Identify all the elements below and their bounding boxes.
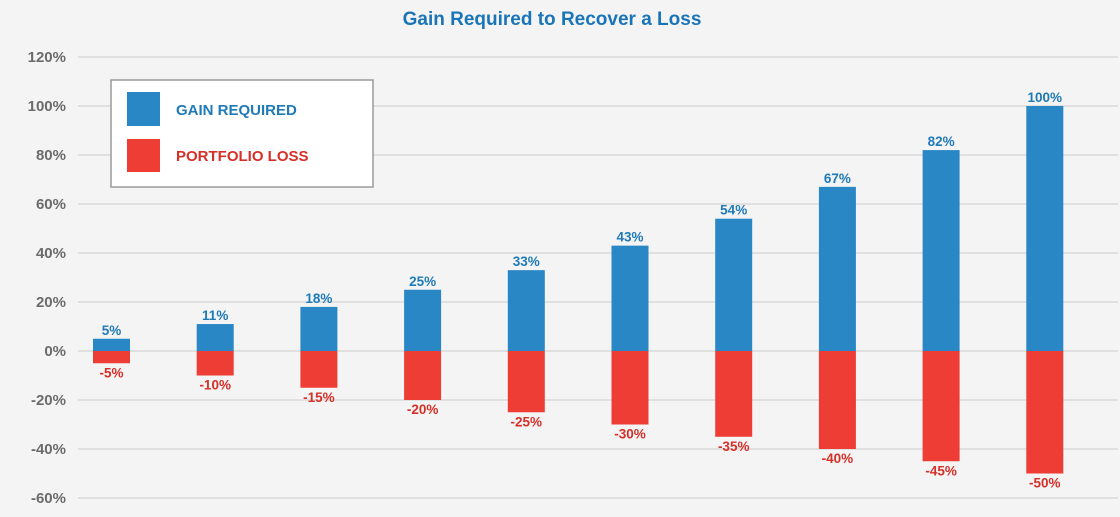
- data-label-loss: -30%: [614, 427, 646, 442]
- data-label-gain: 11%: [202, 308, 228, 323]
- bar-gain: [715, 218, 753, 351]
- bar-loss: [93, 351, 130, 364]
- data-label-loss: -5%: [99, 365, 123, 380]
- bar-gain: [300, 306, 338, 351]
- data-label-loss: -25%: [511, 414, 543, 429]
- bar-loss: [1026, 351, 1064, 474]
- data-label-gain: 100%: [1028, 90, 1063, 105]
- bar-loss: [300, 351, 338, 388]
- bar-gain: [1026, 106, 1064, 351]
- y-tick-label: -20%: [31, 392, 66, 409]
- y-tick-label: 120%: [28, 49, 66, 66]
- bar-loss: [404, 351, 442, 400]
- legend-label-loss: PORTFOLIO LOSS: [176, 148, 309, 165]
- y-axis: 120% 100% 80% 60% 40% 20% 0% -20% -40% -60%: [28, 49, 66, 507]
- data-label-loss: -15%: [303, 390, 335, 405]
- bar-loss: [818, 351, 856, 449]
- bar-loss: [507, 351, 545, 413]
- data-label-gain: 5%: [102, 323, 122, 338]
- y-tick-label: 100%: [28, 98, 66, 115]
- bar-gain: [93, 338, 130, 351]
- data-label-gain: 43%: [616, 230, 643, 245]
- bar-gain: [507, 270, 545, 351]
- bar-loss: [611, 351, 649, 425]
- data-label-gain: 54%: [720, 203, 747, 218]
- data-label-loss: -20%: [407, 402, 439, 417]
- data-labels: 5% 11% 18% 25% 33% 43% 54% 67% 82% 100% -5% -10% -15…: [99, 90, 1062, 491]
- y-tick-label: -40%: [31, 441, 66, 458]
- chart-title: Gain Required to Recover a Loss: [403, 9, 702, 30]
- bars: [93, 106, 1064, 474]
- legend-label-gain: GAIN REQUIRED: [176, 102, 297, 119]
- y-tick-label: 20%: [36, 294, 66, 311]
- data-label-gain: 67%: [824, 171, 851, 186]
- data-label-loss: -40%: [822, 451, 854, 466]
- bar-gain: [818, 186, 856, 351]
- legend: GAIN REQUIRED PORTFOLIO LOSS: [110, 79, 374, 188]
- bar-loss: [196, 351, 234, 376]
- bar-gain: [196, 324, 234, 351]
- data-label-gain: 82%: [928, 134, 955, 149]
- data-label-loss: -10%: [199, 378, 231, 393]
- bar-gain: [611, 245, 649, 351]
- data-label-loss: -50%: [1029, 476, 1061, 491]
- legend-swatch-gain: [127, 92, 160, 126]
- y-tick-label: -60%: [31, 490, 66, 507]
- y-tick-label: 0%: [44, 343, 66, 360]
- bar-gain: [404, 289, 442, 351]
- bar-loss: [922, 351, 960, 462]
- data-label-loss: -45%: [925, 463, 957, 478]
- data-label-loss: -35%: [718, 439, 750, 454]
- y-tick-label: 60%: [36, 196, 66, 213]
- y-tick-label: 40%: [36, 245, 66, 262]
- bar-gain: [922, 150, 960, 351]
- data-label-gain: 18%: [305, 291, 332, 306]
- bar-loss: [715, 351, 753, 437]
- legend-swatch-loss: [127, 139, 160, 172]
- y-tick-label: 80%: [36, 147, 66, 164]
- data-label-gain: 33%: [513, 254, 540, 269]
- data-label-gain: 25%: [409, 274, 436, 289]
